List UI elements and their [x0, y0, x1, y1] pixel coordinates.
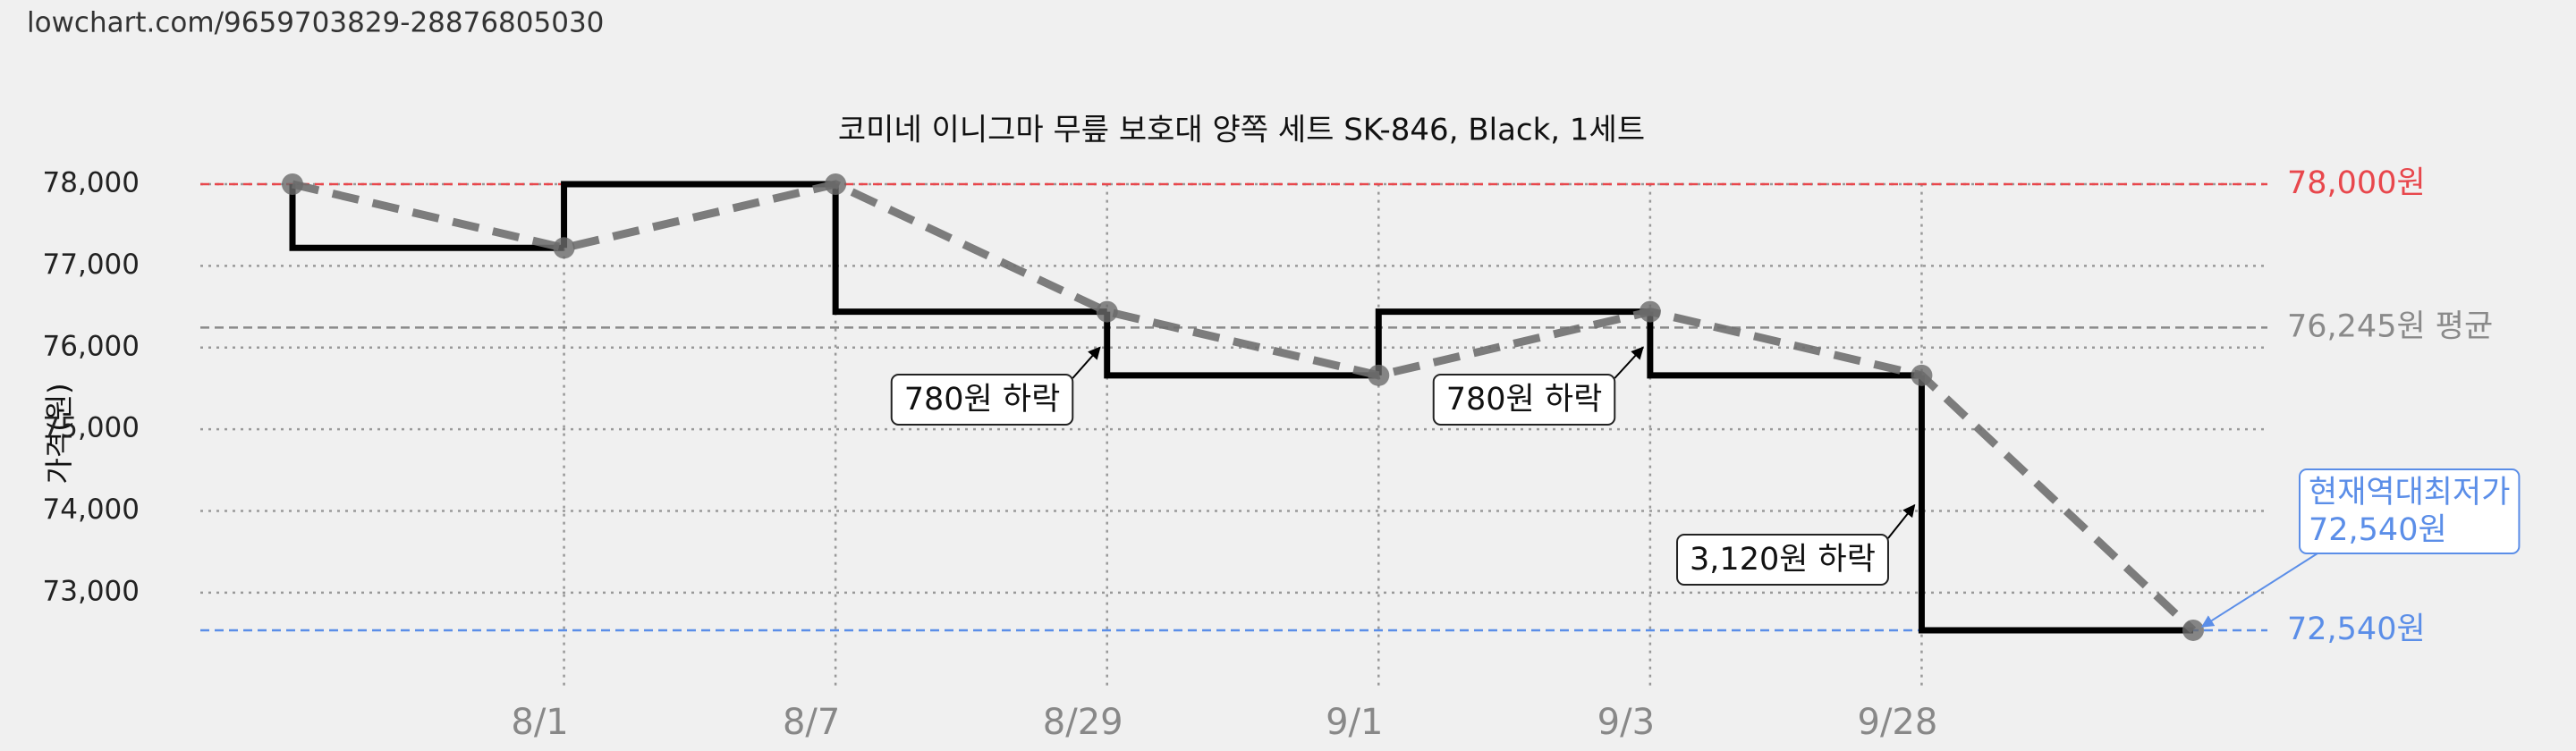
url: lowchart.com/9659703829-28876805030 [27, 7, 604, 39]
x-tick-label: 8/1 [511, 702, 568, 743]
annotation: 780원 하락 [1432, 346, 1644, 426]
reference-label: 76,245원 평균 [2287, 308, 2493, 344]
annotation-box [1432, 374, 1616, 426]
y-tick-label: 75,000 [43, 412, 140, 444]
chart-title: 코미네 이니그마 무릎 보호대 양쪽 세트 SK-846, Black, 1세트 [838, 113, 1645, 148]
point [1368, 364, 1390, 386]
annotation-arrow [1887, 503, 1916, 539]
step-segment [1375, 308, 1650, 376]
point [1911, 364, 1933, 386]
annotation: 3,120원 하락 [1676, 503, 1916, 586]
point [825, 173, 847, 196]
callout-arrow [2200, 553, 2318, 628]
annotation-text: 3,120원 하락 [1690, 542, 1876, 578]
reference-label: 72,540원 [2287, 612, 2426, 647]
annotation: 780원 하락 [890, 346, 1101, 426]
callout-text: 현재역대최저가 [2309, 475, 2510, 511]
annotation-arrow [1614, 346, 1644, 379]
step-segment [561, 181, 836, 249]
annotation-text: 780원 하락 [1446, 382, 1603, 418]
step-segment [1104, 311, 1379, 379]
step-segment [1918, 375, 2193, 634]
step-segment [289, 184, 564, 251]
step-segment [832, 184, 1107, 316]
x-tick-label: 9/3 [1597, 702, 1655, 743]
y-tick-label: 76,000 [43, 330, 140, 362]
point [553, 237, 575, 259]
y-tick-label: 77,000 [43, 249, 140, 281]
point [1096, 300, 1118, 323]
x-tick-label: 8/7 [783, 702, 840, 743]
annotation-box [1676, 534, 1889, 586]
trend-line [291, 180, 2197, 634]
y-tick-label: 73,000 [43, 575, 140, 607]
annotation-text: 780원 하락 [904, 382, 1061, 418]
annotation-box [890, 374, 1074, 426]
point [282, 173, 303, 196]
reference-label: 78,000원 [2287, 165, 2426, 201]
y-axis-label: 가격(원) [42, 383, 76, 484]
x-tick-label: 9/1 [1326, 702, 1383, 743]
step-segment [1647, 311, 1922, 379]
callout-box [2299, 468, 2521, 554]
y-tick-label: 78,000 [43, 167, 140, 199]
point [2182, 619, 2204, 641]
callout-text: 72,540원 [2309, 512, 2447, 548]
y-tick-label: 74,000 [43, 494, 140, 526]
point [1639, 300, 1661, 323]
x-tick-label: 8/29 [1043, 702, 1123, 743]
annotation-arrow [1072, 346, 1101, 379]
x-tick-label: 9/28 [1858, 702, 1938, 743]
